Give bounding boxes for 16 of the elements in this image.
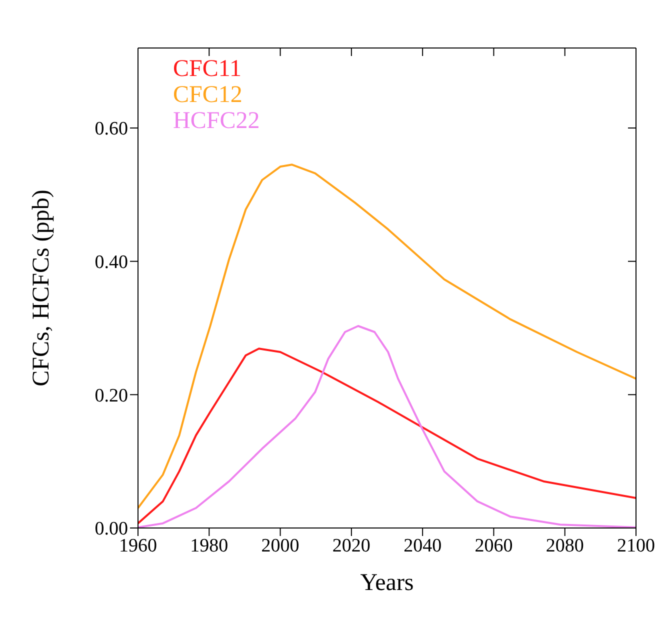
x-tick-label: 2100 — [617, 535, 655, 556]
x-tick-label: 2020 — [332, 535, 370, 556]
y-tick-label: 0.40 — [94, 252, 128, 274]
line-series — [138, 164, 636, 509]
text: CFC11 — [173, 56, 242, 82]
x-tick-label: 2060 — [474, 535, 513, 556]
y-tick-label: 0.60 — [94, 118, 128, 140]
x-tick-label: 2080 — [546, 535, 584, 556]
x-tick-label: 2000 — [261, 535, 300, 556]
text: HCFC22 — [173, 108, 260, 134]
x-tick-label: 1980 — [190, 535, 228, 556]
x-axis-title: Years — [360, 570, 414, 596]
text: CFC12 — [173, 82, 244, 108]
x-tick-label: 2040 — [404, 535, 442, 556]
y-axis-title: CFCs, HCFCs (ppb) — [28, 190, 55, 386]
y-tick-label: 0.20 — [94, 385, 128, 406]
